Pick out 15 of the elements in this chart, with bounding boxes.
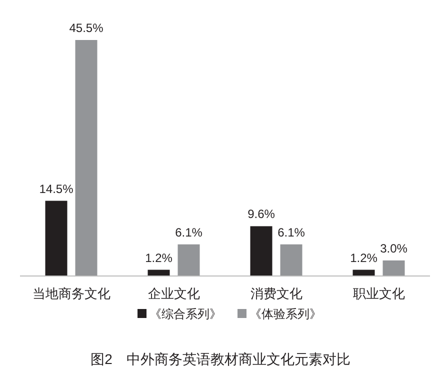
data-label: 6.1% xyxy=(278,225,306,240)
x-tick-label: 企业文化 xyxy=(148,286,200,301)
legend-label: 《综合系列》 xyxy=(150,307,222,321)
x-tick-label: 消费文化 xyxy=(250,286,302,301)
x-tick-label: 当地商务文化 xyxy=(32,286,110,301)
data-label: 45.5% xyxy=(69,21,104,35)
x-tick-label: 职业文化 xyxy=(352,286,405,301)
text: 图2 中外商务英语教材商业文化元素对比 xyxy=(90,351,350,367)
legend-label: 《体验系列》 xyxy=(250,307,322,321)
data-label: 9.6% xyxy=(248,207,276,222)
data-label: 3.0% xyxy=(380,241,408,256)
data-label: 1.2% xyxy=(350,250,378,265)
data-label: 14.5% xyxy=(39,182,74,196)
data-label: 6.1% xyxy=(175,225,203,240)
data-label: 1.2% xyxy=(145,250,173,265)
